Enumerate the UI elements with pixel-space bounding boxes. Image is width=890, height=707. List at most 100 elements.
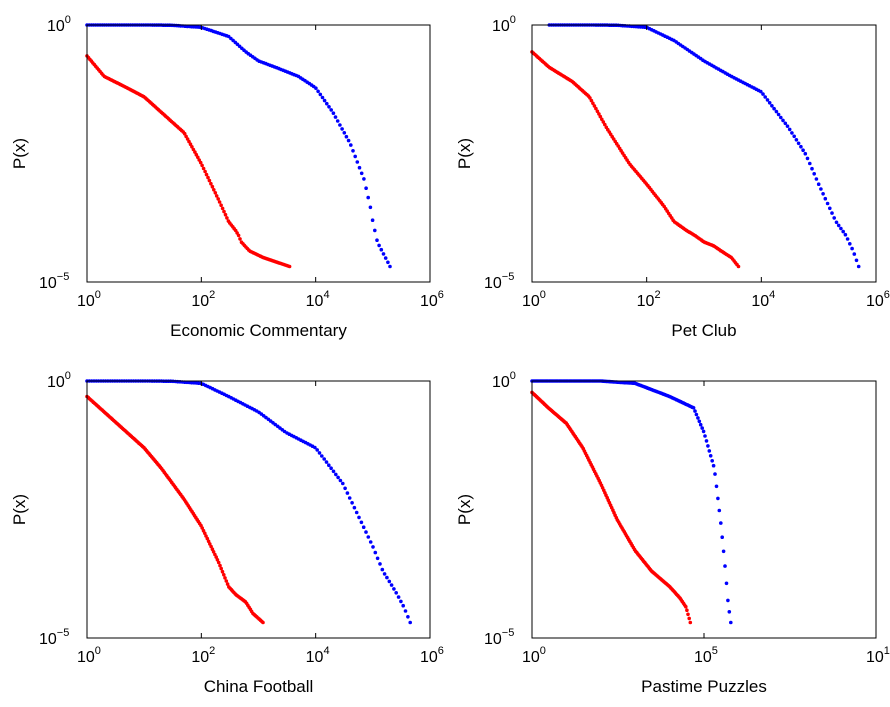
data-point <box>225 216 229 220</box>
data-point <box>334 472 338 477</box>
data-point <box>197 158 201 162</box>
data-point <box>322 457 327 461</box>
data-point <box>387 579 392 584</box>
data-point <box>603 122 607 127</box>
data-point <box>212 188 216 192</box>
x-axis-label: China Football <box>204 677 314 696</box>
data-point <box>209 544 213 549</box>
y-tick-label: 100 <box>492 14 516 35</box>
data-point <box>821 192 825 196</box>
data-point <box>316 89 320 94</box>
data-point <box>364 186 368 190</box>
data-point <box>327 463 331 468</box>
data-point <box>318 92 323 97</box>
data-point <box>200 163 204 168</box>
data-point <box>736 264 741 269</box>
data-point <box>338 478 343 483</box>
data-point <box>389 583 394 587</box>
data-point <box>714 484 719 489</box>
data-point <box>344 134 349 139</box>
data-point <box>351 149 355 153</box>
x-axis-label: Pet Club <box>671 321 736 340</box>
data-point <box>320 454 324 458</box>
data-point <box>377 243 381 248</box>
data-point <box>368 205 373 210</box>
data-point <box>386 260 390 265</box>
data-point <box>787 127 792 132</box>
x-tick-label: 102 <box>191 645 215 666</box>
data-point <box>214 194 219 198</box>
x-tick-label: 102 <box>637 289 661 310</box>
data-point <box>349 143 353 147</box>
y-axis-label: P(x) <box>10 138 29 169</box>
data-point <box>196 155 200 160</box>
series-blue <box>85 23 392 269</box>
data-point <box>799 144 803 149</box>
y-axis-label: P(x) <box>10 494 29 525</box>
data-point <box>223 576 227 580</box>
x-tick-label: 100 <box>522 645 546 666</box>
data-point <box>688 620 693 625</box>
chart-panel-1: 100 102 104 106 10−5 100 Economic Commentary P(… <box>10 14 444 340</box>
data-point <box>706 444 710 448</box>
axes-frame <box>86 380 431 639</box>
data-point <box>216 197 220 201</box>
y-tick-label: 10−5 <box>484 627 514 648</box>
data-point <box>399 599 403 604</box>
data-point <box>711 463 716 468</box>
x-tick-label: 106 <box>420 289 444 310</box>
x-tick-label: 105 <box>694 645 718 666</box>
data-point <box>329 466 333 471</box>
y-axis-label: P(x) <box>455 138 474 169</box>
data-point <box>591 101 595 106</box>
data-point <box>808 161 812 166</box>
data-point <box>209 181 213 186</box>
y-axis-label: P(x) <box>455 494 474 525</box>
data-point <box>724 581 729 586</box>
x-axis-label: Economic Commentary <box>170 321 347 340</box>
data-point <box>313 445 317 450</box>
data-point <box>401 603 406 608</box>
axes-frame <box>86 24 431 283</box>
data-point <box>686 612 690 617</box>
data-point <box>222 209 226 214</box>
data-point <box>832 216 836 220</box>
data-point <box>366 195 371 200</box>
data-point <box>340 127 344 131</box>
data-point <box>236 233 241 238</box>
data-point <box>315 448 320 452</box>
data-point <box>218 563 222 568</box>
data-point <box>713 472 717 476</box>
data-point <box>331 111 336 115</box>
x-tick-label: 106 <box>866 289 890 310</box>
data-point <box>781 118 785 123</box>
data-point <box>213 191 218 195</box>
data-point <box>767 101 772 105</box>
y-tick-label: 100 <box>47 370 71 391</box>
series-blue <box>530 379 733 625</box>
chart-panel-2: 100 102 104 106 10−5 100 Pet Club P(x) <box>455 14 890 340</box>
data-point <box>357 165 362 170</box>
data-point <box>220 569 225 574</box>
chart-panel-4: 100 105 1010 10−5 100 Pastime Puzzles P(x) <box>455 370 890 696</box>
data-point <box>347 496 352 500</box>
data-point <box>408 620 413 625</box>
data-point <box>362 177 366 181</box>
axes-frame <box>531 24 877 283</box>
data-point <box>595 109 600 114</box>
data-point <box>719 521 723 525</box>
data-point <box>810 166 814 171</box>
data-point <box>597 112 601 116</box>
data-point <box>217 200 222 204</box>
data-point <box>774 109 779 114</box>
y-tick-label: 10−5 <box>484 271 514 292</box>
data-point <box>359 520 364 525</box>
data-point <box>210 184 215 189</box>
data-point <box>763 95 767 99</box>
data-point <box>375 556 380 561</box>
data-point <box>761 92 765 96</box>
data-point <box>211 550 216 554</box>
data-point <box>830 211 834 215</box>
data-point <box>388 264 392 269</box>
